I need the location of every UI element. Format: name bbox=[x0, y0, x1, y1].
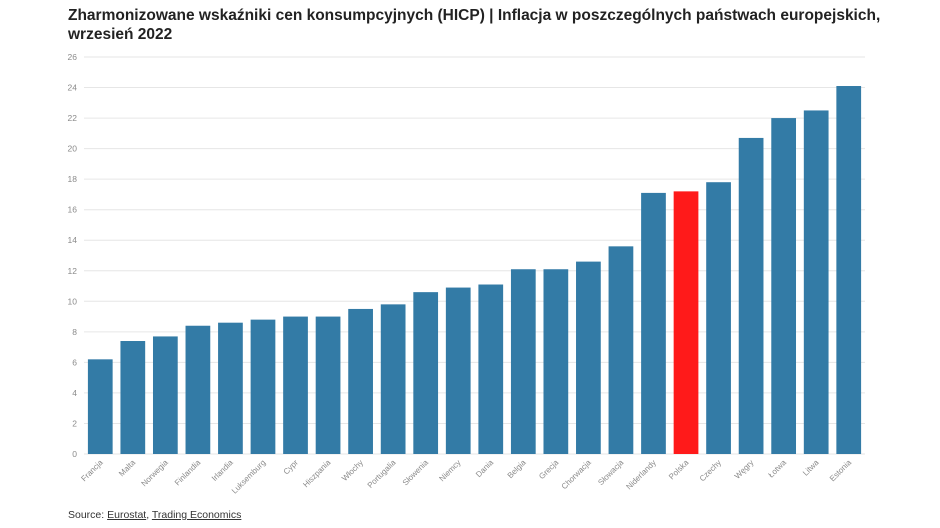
y-tick-label: 4 bbox=[72, 388, 77, 398]
chart-title: Zharmonizowane wskaźniki cen konsumpcyjn… bbox=[68, 7, 881, 43]
x-tick-label: Słowenia bbox=[401, 458, 431, 488]
bar-6[interactable] bbox=[283, 316, 308, 454]
x-tick-label: Estonia bbox=[828, 458, 854, 484]
bar-16[interactable] bbox=[608, 246, 634, 454]
x-tick-label: Finlandia bbox=[173, 458, 203, 488]
bar-10[interactable] bbox=[413, 292, 439, 454]
y-tick-label: 20 bbox=[68, 144, 78, 154]
bar-13[interactable] bbox=[510, 269, 536, 454]
bar-4[interactable] bbox=[218, 322, 243, 454]
y-tick-label: 16 bbox=[68, 205, 78, 215]
source-label: Source: bbox=[68, 509, 105, 521]
x-tick-label: Malta bbox=[117, 458, 138, 479]
grid-lines bbox=[84, 56, 865, 455]
y-tick-label: 6 bbox=[72, 357, 77, 367]
bar-8[interactable] bbox=[348, 308, 373, 454]
x-tick-label: Łotwa bbox=[767, 458, 789, 480]
bar-15[interactable] bbox=[576, 261, 601, 454]
x-tick-label: Włochy bbox=[340, 458, 365, 483]
x-axis: Francja Malta Norwegia Finlandia IrlandiaLuk… bbox=[79, 458, 853, 496]
y-tick-label: 12 bbox=[68, 266, 78, 276]
y-tick-label: 14 bbox=[68, 235, 78, 245]
bar-23[interactable] bbox=[836, 86, 862, 454]
bar-3[interactable] bbox=[185, 325, 211, 454]
y-tick-label: 2 bbox=[72, 418, 77, 428]
bar-21[interactable] bbox=[771, 118, 797, 455]
y-tick-label: 22 bbox=[68, 113, 78, 123]
x-tick-label: Czechy bbox=[698, 458, 723, 483]
bar-1[interactable] bbox=[120, 341, 146, 454]
x-tick-label: Grecja bbox=[537, 458, 560, 481]
bar-2[interactable] bbox=[152, 336, 178, 454]
bars bbox=[87, 86, 862, 455]
bar-9[interactable] bbox=[380, 304, 406, 454]
bar-12[interactable] bbox=[478, 284, 504, 454]
bar-20[interactable] bbox=[738, 137, 764, 454]
x-tick-label: Słowacja bbox=[596, 458, 625, 487]
source-note: Source: Eurostat, Trading Economics bbox=[68, 509, 241, 521]
x-tick-label: Cypr bbox=[282, 458, 301, 477]
y-tick-label: 26 bbox=[68, 52, 78, 62]
source-link-eurostat[interactable]: Eurostat bbox=[107, 509, 147, 521]
x-tick-label: Dania bbox=[474, 458, 496, 480]
x-tick-label: Węgry bbox=[733, 458, 756, 481]
bar-0[interactable] bbox=[87, 359, 113, 454]
x-tick-label: Irlandia bbox=[210, 458, 235, 483]
y-tick-label: 10 bbox=[68, 296, 78, 306]
x-tick-label: Chorwacja bbox=[560, 458, 593, 491]
y-tick-label: 24 bbox=[68, 83, 78, 93]
x-tick-label: Norwegia bbox=[140, 458, 171, 489]
x-tick-label: Hiszpania bbox=[301, 458, 333, 490]
bar-22[interactable] bbox=[803, 110, 829, 454]
x-tick-label: Luksemburg bbox=[230, 458, 267, 495]
bar-14[interactable] bbox=[543, 269, 569, 454]
x-tick-label: Francja bbox=[79, 458, 105, 484]
bar-19[interactable] bbox=[706, 182, 731, 454]
x-tick-label: Polska bbox=[667, 458, 691, 482]
x-tick-label: Litwa bbox=[801, 458, 821, 478]
bar-11[interactable] bbox=[445, 287, 471, 454]
y-tick-label: 18 bbox=[68, 174, 78, 184]
source-separator: , bbox=[146, 509, 150, 521]
x-tick-label: Niderlandy bbox=[624, 458, 657, 491]
y-tick-label: 0 bbox=[72, 449, 77, 459]
x-tick-label: Portugalia bbox=[366, 458, 398, 490]
bar-7[interactable] bbox=[315, 316, 341, 454]
bar-18[interactable] bbox=[673, 191, 699, 454]
bar-5[interactable] bbox=[250, 319, 276, 454]
x-tick-label: Niemcy bbox=[437, 458, 462, 483]
source-link-trading-economics[interactable]: Trading Economics bbox=[151, 509, 242, 521]
x-tick-label: Belgia bbox=[506, 458, 528, 480]
bar-17[interactable] bbox=[641, 192, 666, 454]
y-tick-label: 8 bbox=[72, 327, 77, 337]
